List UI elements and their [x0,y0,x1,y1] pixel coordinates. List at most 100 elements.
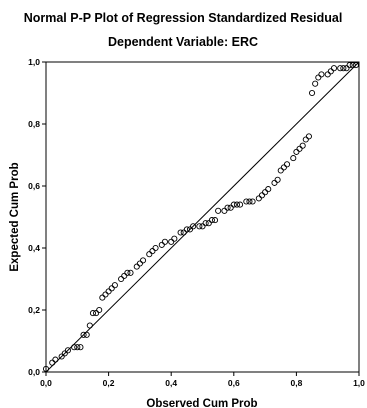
y-tick-label: 1,0 [28,57,40,67]
data-point [265,186,272,193]
data-point [280,164,287,171]
data-point [262,189,269,196]
x-axis-ticks: 0,0 0,2 0,4 0,6 0,8 1,0 [40,372,365,388]
data-point [305,133,312,140]
data-point [139,257,147,264]
data-point [224,204,231,211]
data-point [83,331,90,338]
data-point [149,248,156,255]
data-point [96,306,103,314]
data-point [133,263,140,270]
data-point [124,269,131,276]
data-point [99,294,106,301]
data-point [283,161,291,168]
y-tick-label: 0,6 [28,181,40,191]
data-point [337,65,344,72]
data-point [296,145,303,152]
y-tick-label: 0,4 [28,243,40,253]
data-point [293,148,300,155]
data-point [330,65,338,72]
x-tick-label: 0,6 [228,378,240,388]
data-point [190,223,197,230]
data-point [52,356,59,363]
data-point [58,353,65,360]
data-point [186,226,194,233]
data-point [227,204,234,211]
data-point [118,275,125,283]
y-tick-label: 0,2 [28,305,40,315]
data-point [340,65,347,72]
data-point [211,217,219,224]
data-point [243,198,250,205]
data-point [318,71,325,78]
data-point [215,207,222,214]
data-point [111,282,118,289]
data-point [349,62,356,69]
y-tick-label: 0,0 [28,367,40,377]
data-point [255,195,262,202]
data-point [80,331,87,338]
data-point [177,229,184,236]
data-point [290,155,297,162]
data-point [246,198,253,205]
data-point [196,223,203,230]
data-point [49,359,56,366]
data-point [108,285,115,292]
data-point [168,238,175,245]
data-point [74,344,81,351]
data-point [121,272,128,279]
data-point [89,310,96,317]
data-point [233,201,240,208]
data-point [274,176,281,183]
data-point [249,198,256,205]
x-tick-label: 0,8 [290,378,302,388]
data-point [61,350,68,357]
data-point [161,238,168,245]
y-axis-ticks: 0,0 0,2 0,4 0,6 0,8 1,0 [28,57,46,377]
data-point [180,229,187,236]
data-point [136,260,143,267]
y-axis-label: Expected Cum Prob [9,162,21,271]
data-point [327,68,334,75]
chart-subtitle: Dependent Variable: ERC [108,35,258,49]
data-point [271,179,278,186]
data-point [230,201,237,208]
x-axis-label: Observed Cum Prob [146,398,257,408]
chart-title: Normal P-P Plot of Regression Standardiz… [24,11,343,25]
reference-diagonal-line [45,61,360,373]
data-point [71,344,78,351]
data-point [199,223,206,230]
data-point [202,220,209,227]
data-point [324,71,331,78]
data-point [77,344,84,351]
data-point [183,226,190,233]
data-point [315,74,322,81]
data-point [221,207,228,214]
data-point [146,251,153,258]
data-point [64,347,71,354]
x-tick-label: 0,2 [103,378,115,388]
data-point [277,167,284,174]
data-point [86,322,93,329]
x-tick-label: 0,4 [165,378,177,388]
data-point [258,192,266,199]
data-point [302,136,309,143]
data-point [343,65,350,72]
data-point [312,80,319,87]
data-point [152,244,159,252]
data-points [42,62,359,372]
data-point [158,241,165,248]
data-point [205,220,212,227]
y-tick-label: 0,8 [28,119,40,129]
data-point [127,269,134,276]
data-point [171,235,178,242]
data-point [102,291,109,298]
data-point [105,288,112,295]
data-point [208,217,215,224]
data-point [308,89,316,97]
x-tick-label: 1,0 [353,378,365,388]
data-point [299,142,306,149]
data-point [42,365,50,372]
